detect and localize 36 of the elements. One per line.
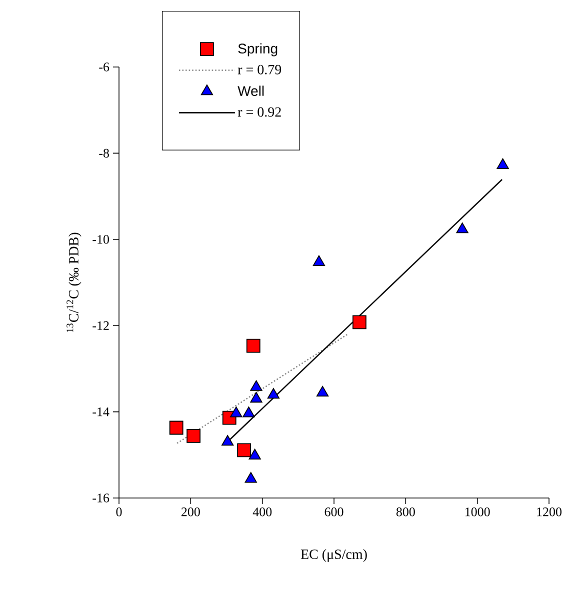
x-tick-label: 1000 (465, 508, 490, 516)
point (352, 315, 366, 330)
point (242, 406, 255, 418)
y-tick-label: -6 (99, 62, 110, 72)
x-tick-label: 200 (181, 508, 200, 516)
point (222, 435, 234, 446)
point (248, 448, 261, 460)
legend-label: Well (238, 86, 264, 96)
x-axis-title: EC (μS/cm) (300, 549, 367, 562)
point (250, 380, 262, 391)
point (496, 158, 509, 169)
y-axis-title: $^{13}$C/$^{12}$C (‰ PDB) (66, 232, 82, 332)
x-tick-label: 600 (324, 508, 344, 516)
point (186, 428, 200, 443)
x-tick-label: 800 (396, 508, 415, 516)
x-tick-label: 1200 (537, 508, 562, 516)
point (246, 338, 260, 353)
point (456, 222, 468, 234)
legend-label: r = 0.92 (238, 107, 281, 117)
x-tick-label: 0 (116, 508, 122, 516)
point (250, 392, 262, 403)
x-tick-label: 400 (252, 508, 272, 516)
point (230, 406, 242, 418)
y-tick-label: -14 (92, 408, 110, 416)
legend-label: r = 0.79 (238, 64, 282, 74)
legend-label: Spring (238, 43, 278, 56)
y-tick-label: -16 (92, 494, 110, 502)
y-tick-label: -8 (99, 148, 109, 158)
point (237, 443, 252, 458)
point (267, 388, 280, 399)
point (244, 472, 257, 483)
point (312, 255, 326, 266)
y-tick-label: -10 (92, 235, 109, 244)
y-tick-label: -12 (92, 321, 109, 330)
point (169, 420, 184, 435)
point (316, 386, 329, 397)
